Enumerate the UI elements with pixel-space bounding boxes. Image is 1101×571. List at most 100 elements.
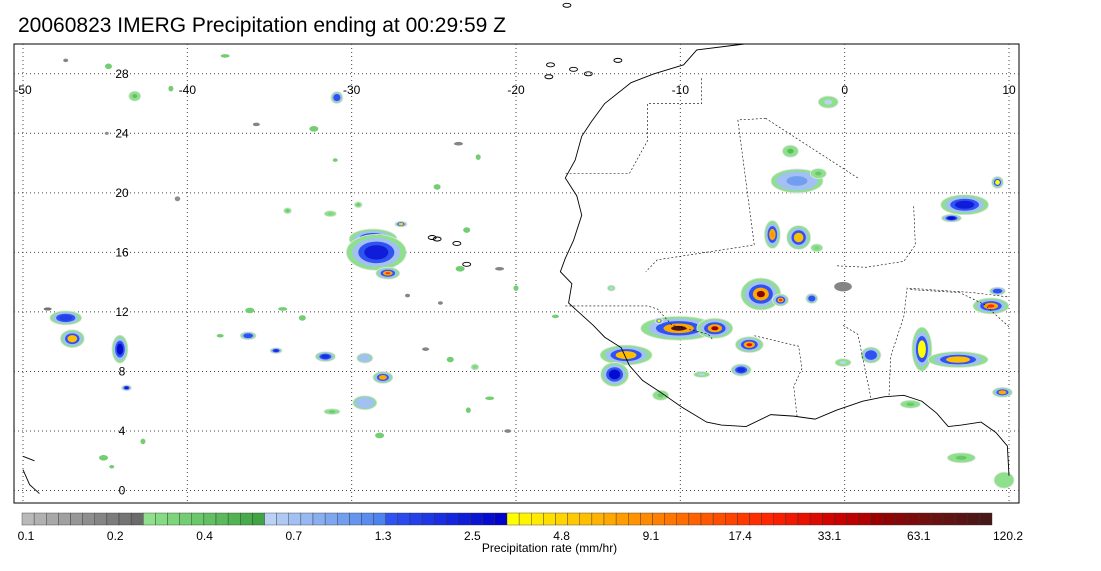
country-border	[565, 305, 714, 341]
map-frame	[13, 43, 1020, 504]
rain-cell	[128, 90, 142, 102]
rain-contour	[739, 368, 744, 372]
colorbar-swatch	[931, 512, 944, 526]
rain-contour	[274, 349, 278, 352]
colorbar-tick: 9.1	[643, 529, 660, 543]
rain-speck	[551, 314, 559, 319]
rain-cell	[763, 220, 781, 249]
rain-speck	[433, 184, 441, 190]
island-outline	[613, 57, 623, 63]
rain-contour	[908, 403, 913, 406]
rain-cell	[817, 95, 839, 109]
colorbar-tick: 2.5	[464, 529, 481, 543]
rain-cell	[989, 286, 1006, 296]
rain-speck	[513, 285, 519, 291]
island-outline	[462, 261, 472, 267]
colorbar-swatch	[882, 512, 896, 526]
colorbar-swatch	[979, 512, 993, 526]
island-outline	[546, 62, 555, 68]
lat-label: 20	[115, 186, 129, 200]
rain-contour	[700, 373, 704, 376]
rain-contour	[958, 456, 965, 460]
colorbar-swatch	[337, 512, 350, 526]
rain-speck	[109, 464, 115, 469]
colorbar-swatch	[46, 512, 59, 526]
colorbar-tick: 33.1	[818, 529, 842, 543]
rain-contour	[838, 284, 848, 290]
rain-cell	[606, 284, 616, 292]
rain-contour	[363, 356, 367, 360]
rain-contour	[995, 181, 999, 184]
rain-contour	[995, 289, 1000, 293]
rain-cell	[809, 168, 827, 179]
rain-speck	[463, 227, 471, 233]
lon-label: 10	[1002, 83, 1016, 97]
colorbar-tick: 4.8	[553, 529, 570, 543]
lat-label: 4	[119, 424, 126, 438]
rain-speck	[245, 307, 255, 314]
rain-contour	[657, 319, 661, 323]
rain-contour	[328, 212, 332, 215]
rain-speck	[252, 122, 260, 127]
rain-speck	[475, 154, 481, 160]
rain-cell	[834, 358, 852, 367]
rain-contour	[133, 94, 137, 98]
colorbar-swatch	[118, 512, 132, 526]
rain-speck	[99, 455, 109, 461]
rain-cell	[734, 336, 764, 354]
rain-contour	[69, 336, 75, 341]
rain-cell	[940, 194, 990, 216]
rain-contour	[919, 344, 924, 354]
country-border	[645, 118, 766, 272]
rain-cell	[652, 389, 670, 401]
colorbar-swatch	[640, 512, 653, 526]
rain-contour	[770, 231, 774, 238]
rain-cell	[470, 363, 480, 371]
colorbar-swatch	[894, 512, 908, 526]
lon-label: -30	[343, 83, 361, 97]
colorbar-swatch	[955, 512, 968, 526]
colorbar-tick: 0.4	[196, 529, 213, 543]
rain-speck	[104, 63, 112, 70]
rain-speck	[220, 54, 230, 58]
colorbar-swatch	[858, 512, 871, 526]
map-title: 20060823 IMERG Precipitation ending at 0…	[18, 14, 506, 37]
rain-contour	[330, 410, 334, 413]
rain-cell	[323, 210, 337, 218]
rain-speck	[465, 407, 471, 413]
rain-cell	[770, 168, 824, 194]
rain-speck	[485, 396, 495, 401]
colorbar-swatch	[82, 512, 95, 526]
rain-cell	[860, 346, 882, 364]
rain-contour	[796, 235, 802, 240]
colorbar-swatch	[421, 512, 435, 526]
rain-cell	[353, 201, 363, 209]
rain-contour	[125, 386, 129, 390]
colorbar-swatch	[434, 512, 447, 526]
rain-contour	[1000, 391, 1005, 394]
africa-coastline	[559, 43, 1010, 476]
colorbar-swatch	[797, 512, 811, 526]
rain-cell	[696, 317, 734, 339]
rain-cell	[104, 131, 109, 135]
colorbar-swatch	[725, 512, 738, 526]
colorbar-swatch	[385, 512, 399, 526]
colorbar-swatch	[397, 512, 411, 526]
rain-contour	[746, 343, 753, 347]
rain-contour	[362, 401, 368, 405]
lon-label: -10	[672, 83, 690, 97]
rain-cell	[121, 384, 132, 392]
rain-cell	[834, 281, 852, 292]
rain-cell	[972, 297, 1010, 315]
rain-cell	[805, 293, 819, 304]
island-outline	[562, 2, 572, 8]
rain-contour	[620, 353, 632, 358]
colorbar-swatch	[21, 512, 35, 526]
colorbar-swatch	[361, 512, 374, 526]
colorbar-swatch	[70, 512, 83, 526]
precipitation-field	[43, 54, 1015, 489]
colorbar-swatch	[846, 512, 859, 526]
graticule	[14, 44, 1019, 503]
colorbar-swatch	[749, 512, 762, 526]
